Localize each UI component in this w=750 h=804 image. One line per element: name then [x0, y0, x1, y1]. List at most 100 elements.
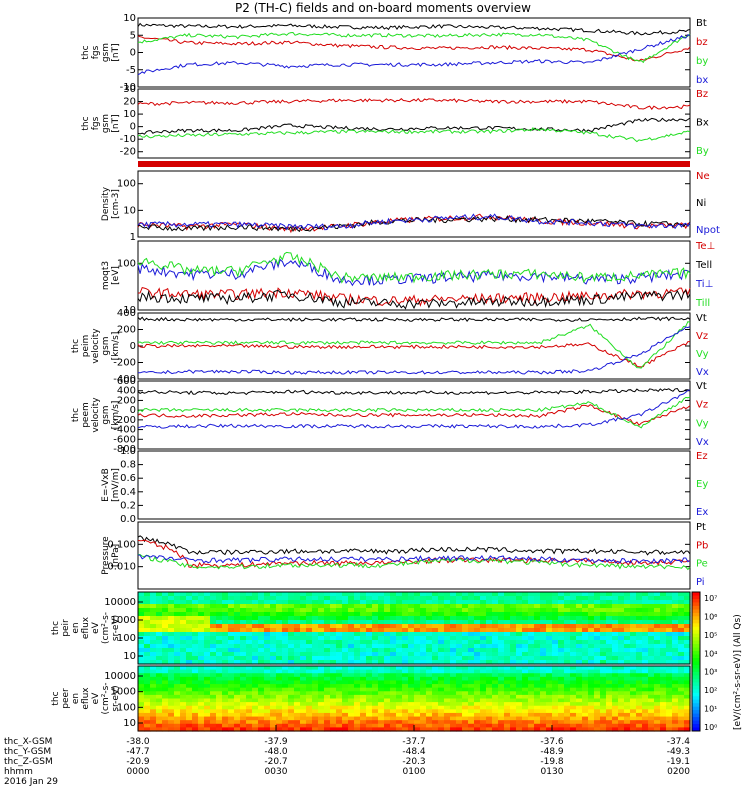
heatmap-cell — [168, 592, 175, 597]
heatmap-cell — [492, 694, 499, 700]
heatmap-cell — [474, 600, 481, 605]
heatmap-cell — [576, 616, 583, 621]
heatmap-cell — [264, 698, 271, 703]
heatmap-cell — [336, 687, 343, 692]
heatmap-cell — [180, 608, 187, 613]
heatmap-cell — [618, 600, 625, 605]
heatmap-cell — [144, 640, 151, 645]
heatmap-cell — [330, 660, 337, 665]
colorbar-cell — [692, 623, 700, 628]
heatmap-cell — [354, 624, 361, 629]
heatmap-cell — [300, 656, 307, 661]
heatmap-cell — [462, 624, 469, 629]
heatmap-cell — [642, 676, 649, 682]
heatmap-cell — [564, 684, 571, 689]
heatmap-cell — [390, 684, 397, 689]
heatmap-cell — [612, 620, 619, 625]
heatmap-cell — [570, 632, 577, 637]
heatmap-cell — [534, 608, 541, 613]
heatmap-cell — [558, 698, 565, 703]
heatmap-cell — [408, 666, 415, 671]
heatmap-cell — [390, 694, 397, 700]
heatmap-cell — [426, 644, 433, 649]
heatmap-cell — [342, 680, 349, 685]
heatmap-cell — [270, 691, 277, 696]
heatmap-cell — [216, 673, 223, 678]
heatmap-cell — [240, 644, 247, 649]
heatmap-cell — [336, 592, 343, 597]
heatmap-cell — [576, 712, 583, 718]
heatmap-cell — [234, 716, 241, 721]
heatmap-cell — [588, 705, 595, 710]
heatmap-cell — [486, 636, 493, 641]
heatmap-cell — [342, 669, 349, 674]
heatmap-cell — [426, 723, 433, 728]
heatmap-cell — [324, 687, 331, 692]
heatmap-cell — [552, 644, 559, 649]
heatmap-cell — [666, 644, 673, 649]
heatmap-cell — [492, 608, 499, 613]
heatmap-cell — [180, 702, 187, 707]
heatmap-cell — [492, 709, 499, 714]
heatmap-cell — [240, 705, 247, 710]
heatmap-cell — [558, 716, 565, 721]
heatmap-cell — [438, 720, 445, 725]
heatmap-cell — [426, 620, 433, 625]
heatmap-cell — [612, 698, 619, 703]
heatmap-cell — [666, 592, 673, 597]
heatmap-cell — [330, 620, 337, 625]
heatmap-cell — [384, 644, 391, 649]
heatmap-cell — [540, 691, 547, 696]
heatmap-cell — [630, 680, 637, 685]
heatmap-cell — [168, 716, 175, 721]
heatmap-cell — [588, 596, 595, 601]
heatmap-cell — [396, 632, 403, 637]
heatmap-cell — [372, 604, 379, 609]
heatmap-cell — [630, 592, 637, 597]
heatmap-cell — [216, 666, 223, 671]
heatmap-cell — [294, 716, 301, 721]
heatmap-cell — [312, 596, 319, 601]
heatmap-cell — [324, 608, 331, 613]
heatmap-cell — [246, 596, 253, 601]
heatmap-cell — [540, 666, 547, 671]
heatmap-cell — [198, 600, 205, 605]
heatmap-cell — [402, 716, 409, 721]
heatmap-cell — [528, 628, 535, 633]
heatmap-cell — [678, 720, 685, 725]
heatmap-cell — [144, 596, 151, 601]
heatmap-cell — [384, 592, 391, 597]
x-axis-value: -37.9 — [264, 737, 288, 747]
heatmap-cell — [216, 616, 223, 621]
heatmap-cell — [582, 709, 589, 714]
heatmap-cell — [600, 628, 607, 633]
heatmap-cell — [432, 720, 439, 725]
heatmap-cell — [426, 628, 433, 633]
heatmap-cell — [336, 720, 343, 725]
heatmap-cell — [552, 632, 559, 637]
heatmap-cell — [540, 698, 547, 703]
heatmap-cell — [492, 652, 499, 657]
y-axis-label: Density — [101, 186, 111, 221]
heatmap-cell — [438, 709, 445, 714]
heatmap-cell — [456, 636, 463, 641]
heatmap-cell — [300, 705, 307, 710]
heatmap-cell — [330, 684, 337, 689]
heatmap-cell — [438, 596, 445, 601]
heatmap-cell — [564, 709, 571, 714]
heatmap-cell — [312, 702, 319, 707]
heatmap-cell — [654, 720, 661, 725]
heatmap-cell — [474, 720, 481, 725]
heatmap-cell — [192, 723, 199, 728]
heatmap-cell — [654, 702, 661, 707]
heatmap-cell — [174, 712, 181, 718]
heatmap-cell — [636, 640, 643, 645]
heatmap-cell — [480, 666, 487, 671]
heatmap-cell — [420, 624, 427, 629]
heatmap-cell — [186, 604, 193, 609]
heatmap-cell — [438, 705, 445, 710]
heatmap-cell — [486, 652, 493, 657]
heatmap-cell — [396, 716, 403, 721]
heatmap-cell — [606, 684, 613, 689]
heatmap-cell — [216, 592, 223, 597]
